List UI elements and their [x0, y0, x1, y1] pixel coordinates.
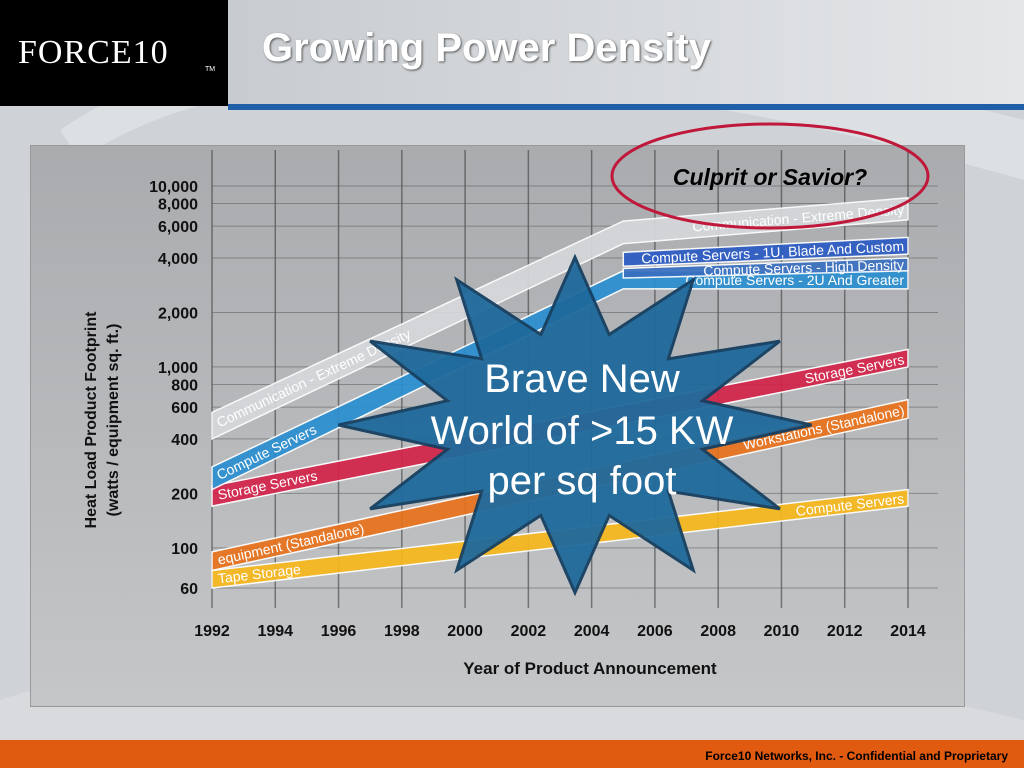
y-tick-6: 1,000 — [158, 360, 198, 377]
y-axis-label: Heat Load Product Footprint (watts / equ… — [83, 311, 122, 529]
y-tick-4: 600 — [171, 400, 198, 417]
x-tick-2000: 2000 — [447, 623, 483, 640]
y-tick-0: 60 — [180, 581, 198, 598]
y-axis-label-line-2: (watts / equipment sq. ft.) — [105, 324, 122, 517]
footer-bar: Force10 Networks, Inc. - Confidential an… — [0, 740, 1024, 768]
y-tick-9: 6,000 — [158, 219, 198, 236]
series-label-right-0: Compute Servers — [795, 490, 905, 519]
header-band — [228, 0, 1024, 106]
x-tick-1992: 1992 — [194, 623, 230, 640]
culprit-oval — [610, 122, 930, 230]
star-text-line-2: World of >15 KW — [431, 409, 734, 453]
y-tick-5: 800 — [171, 377, 198, 394]
logo-text: FORCE10 — [18, 34, 169, 71]
y-tick-11: 10,000 — [149, 179, 198, 196]
x-tick-2012: 2012 — [827, 623, 863, 640]
culprit-callout: Culprit or Savior? — [610, 122, 930, 230]
x-tick-2004: 2004 — [574, 623, 610, 640]
logo: FORCE10 TM — [0, 0, 228, 106]
star-text-line-3: per sq foot — [487, 459, 676, 503]
y-axis-label-line-1: Heat Load Product Footprint — [83, 311, 100, 529]
header-rule — [228, 104, 1024, 110]
x-tick-2014: 2014 — [890, 623, 926, 640]
x-tick-2006: 2006 — [637, 623, 673, 640]
logo-trademark: TM — [205, 66, 216, 73]
series-band-4 — [622, 257, 909, 279]
y-tick-8: 4,000 — [158, 251, 198, 268]
y-tick-1: 100 — [171, 541, 198, 558]
series-label-right-2: Storage Servers — [803, 351, 905, 386]
x-tick-2010: 2010 — [764, 623, 800, 640]
y-tick-7: 2,000 — [158, 305, 198, 322]
footer-text: Force10 Networks, Inc. - Confidential an… — [705, 749, 1008, 763]
brave-new-world-star: Brave New World of >15 KW per sq foot — [338, 253, 812, 597]
x-axis-label: Year of Product Announcement — [463, 659, 717, 678]
y-tick-2: 200 — [171, 486, 198, 503]
x-tick-1994: 1994 — [257, 623, 293, 640]
culprit-text: Culprit or Savior? — [673, 164, 867, 190]
x-tick-2008: 2008 — [700, 623, 736, 640]
series-band-5 — [622, 236, 909, 268]
x-tick-1998: 1998 — [384, 623, 420, 640]
y-tick-3: 400 — [171, 432, 198, 449]
y-tick-10: 8,000 — [158, 197, 198, 214]
series-label-right-3: Compute Servers - 2U And Greater — [685, 272, 904, 288]
series-label-right-4: Compute Servers - High Density — [703, 257, 904, 279]
slide-title: Growing Power Density — [262, 26, 711, 70]
x-tick-1996: 1996 — [321, 623, 357, 640]
star-text-line-1: Brave New — [484, 357, 680, 401]
x-tick-2002: 2002 — [511, 623, 547, 640]
x-axis-ticks: 1992 1994 1996 1998 2000 2002 2004 2006 2008 2010… — [194, 623, 926, 640]
